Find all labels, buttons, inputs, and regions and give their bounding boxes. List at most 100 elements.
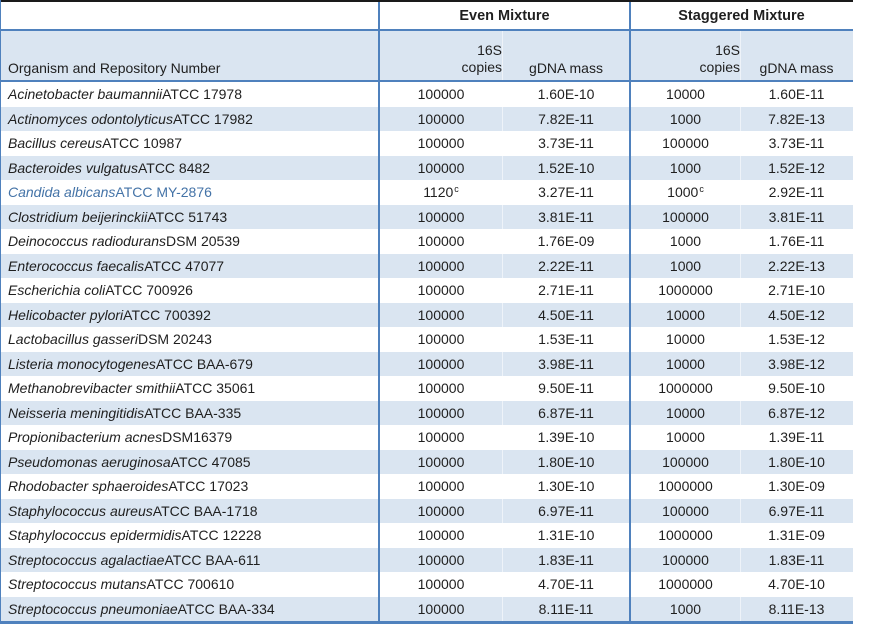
repository-number: ATCC MY-2876 bbox=[115, 184, 212, 201]
staggered-16s-copies-cell: 10000 bbox=[629, 302, 741, 327]
table-row: Deinococcus radiodurans DSM 20539 100000 1… bbox=[1, 229, 853, 254]
species-name: Deinococcus radiodurans bbox=[8, 233, 166, 250]
even-16s-copies-cell: 100000 bbox=[378, 302, 503, 327]
repository-number: ATCC 17978 bbox=[162, 86, 243, 103]
repository-number: DSM16379 bbox=[162, 429, 233, 446]
staggered-gdna-mass-cell: 3.98E-12 bbox=[768, 355, 825, 372]
organism-cell: Pseudomonas aeruginosa ATCC 47085 bbox=[1, 450, 378, 475]
staggered-gdna-mass-cell: 4.50E-12 bbox=[768, 306, 825, 323]
organism-cell: Bacillus cereus ATCC 10987 bbox=[1, 131, 378, 156]
table-row: Escherichia coli ATCC 700926 100000 2.71E-… bbox=[1, 278, 853, 303]
species-name: Staphylococcus epidermidis bbox=[8, 527, 182, 544]
even-16s-copies-cell: 100000 bbox=[378, 131, 503, 156]
even-16s-copies-cell: 100000 bbox=[378, 351, 503, 376]
even-mixture-header: Even Mixture bbox=[378, 2, 629, 29]
staggered-16s-copies-header: 16S copies bbox=[629, 31, 741, 80]
even-gdna-mass-cell: 3.81E-11 bbox=[538, 208, 594, 225]
organism-cell: Staphylococcus epidermidis ATCC 12228 bbox=[1, 523, 378, 548]
staggered-16s-copies-cell: 1000 bbox=[629, 253, 741, 278]
staggered-gdna-mass-cell: 6.97E-11 bbox=[768, 502, 825, 519]
group-header-row: Even Mixture Staggered Mixture bbox=[1, 2, 853, 29]
species-name: Acinetobacter baumannii bbox=[8, 86, 163, 103]
table-row: Acinetobacter baumannii ATCC 17978 100000… bbox=[1, 82, 853, 107]
repository-number: ATCC BAA-1718 bbox=[152, 502, 258, 519]
repository-number: ATCC 17982 bbox=[172, 110, 253, 127]
staggered-gdna-mass-cell: 8.11E-13 bbox=[768, 600, 825, 617]
organism-cell: Bacteroides vulgatus ATCC 8482 bbox=[1, 156, 378, 181]
even-16s-copies-cell: 100000 bbox=[378, 82, 503, 107]
staggered-16s-copies-cell: 100000 bbox=[629, 131, 741, 156]
repository-number: ATCC BAA-335 bbox=[144, 404, 242, 421]
staggered-gdna-mass-cell: 1.76E-11 bbox=[768, 233, 825, 250]
staggered-gdna-mass-cell: 1.53E-12 bbox=[768, 331, 825, 348]
species-name: Neisseria meningitidis bbox=[8, 404, 145, 421]
repository-number: DSM 20243 bbox=[137, 331, 212, 348]
repository-number: ATCC 10987 bbox=[102, 135, 183, 152]
organism-cell: Propionibacterium acnes DSM16379 bbox=[1, 425, 378, 450]
even-gdna-mass-cell: 1.80E-10 bbox=[537, 453, 595, 470]
even-gdna-mass-cell: 3.98E-11 bbox=[538, 355, 594, 372]
even-gdna-mass-cell: 4.50E-11 bbox=[538, 306, 594, 323]
table-row: Clostridium beijerinckii ATCC 51743 10000… bbox=[1, 204, 853, 229]
staggered-16s-copies-cell: 1000c bbox=[629, 180, 741, 205]
species-name: Streptococcus agalactiae bbox=[8, 551, 165, 568]
table-top-border bbox=[1, 0, 853, 2]
repository-number: ATCC 35061 bbox=[175, 380, 256, 397]
organism-cell: Escherichia coli ATCC 700926 bbox=[1, 278, 378, 303]
even-16s-copies-cell: 100000 bbox=[378, 155, 503, 180]
footnote-marker: c bbox=[699, 183, 704, 194]
species-name: Streptococcus mutans bbox=[8, 576, 147, 593]
even-gdna-mass-cell: 2.71E-11 bbox=[538, 282, 594, 299]
staggered-gdna-mass-cell: 1.30E-09 bbox=[768, 478, 825, 495]
staggered-gdna-mass-cell: 3.73E-11 bbox=[768, 135, 825, 152]
staggered-16s-copies-cell: 100000 bbox=[629, 498, 741, 523]
table-row: Candida albicans ATCC MY-2876 1120c 3.27E-… bbox=[1, 180, 853, 205]
even-16s-copies-cell: 1120c bbox=[378, 180, 503, 205]
even-16s-label: 16S bbox=[477, 42, 502, 58]
table-row: Streptococcus agalactiae ATCC BAA-611 100… bbox=[1, 547, 853, 572]
staggered-16s-copies-cell: 10000 bbox=[629, 425, 741, 450]
even-16s-copies-cell: 100000 bbox=[378, 596, 503, 621]
even-gdna-mass-cell: 8.11E-11 bbox=[538, 600, 594, 617]
staggered-16s-copies-cell: 100000 bbox=[629, 204, 741, 229]
even-gdna-mass-cell: 1.31E-10 bbox=[537, 527, 595, 544]
table-row: Listeria monocytogenes ATCC BAA-679 10000… bbox=[1, 351, 853, 376]
table-row: Enterococcus faecalis ATCC 47077 100000 2.… bbox=[1, 253, 853, 278]
staggered-16s-copies-cell: 100000 bbox=[629, 547, 741, 572]
repository-number: ATCC 47085 bbox=[170, 453, 251, 470]
repository-number: ATCC 700610 bbox=[146, 576, 235, 593]
even-gdna-mass-cell: 6.97E-11 bbox=[538, 502, 594, 519]
even-gdna-mass-cell: 4.70E-11 bbox=[538, 576, 594, 593]
staggered-gdna-mass-cell: 1.52E-12 bbox=[768, 159, 825, 176]
staggered-16s-copies-cell: 10000 bbox=[629, 351, 741, 376]
species-name: Helicobacter pylori bbox=[8, 306, 124, 323]
repository-number: ATCC 12228 bbox=[181, 527, 262, 544]
species-name: Escherichia coli bbox=[8, 282, 106, 299]
organism-column-header: Organism and Repository Number bbox=[8, 60, 221, 76]
repository-number: ATCC BAA-611 bbox=[164, 551, 261, 568]
even-gdna-mass-cell: 6.87E-11 bbox=[538, 404, 594, 421]
staggered-copies-label: copies bbox=[699, 59, 740, 75]
even-16s-copies-cell: 100000 bbox=[378, 474, 503, 499]
even-16s-copies-cell: 100000 bbox=[378, 278, 503, 303]
staggered-gdna-mass-cell: 9.50E-10 bbox=[768, 380, 825, 397]
even-gdna-mass-cell: 3.27E-11 bbox=[538, 184, 594, 201]
table-row: Streptococcus pneumoniae ATCC BAA-334 100… bbox=[1, 596, 853, 621]
organism-cell: Acinetobacter baumannii ATCC 17978 bbox=[1, 82, 378, 107]
even-16s-copies-cell: 100000 bbox=[378, 106, 503, 131]
staggered-gdna-mass-cell: 3.81E-11 bbox=[768, 208, 825, 225]
table-row: Helicobacter pylori ATCC 700392 100000 4.5… bbox=[1, 302, 853, 327]
even-gdna-mass-cell: 1.76E-09 bbox=[537, 233, 595, 250]
even-16s-copies-header: 16S copies bbox=[378, 31, 503, 80]
organism-cell: Lactobacillus gasseri DSM 20243 bbox=[1, 327, 378, 352]
species-name: Streptococcus pneumoniae bbox=[8, 600, 178, 617]
table-row: Staphylococcus epidermidis ATCC 12228 100… bbox=[1, 523, 853, 548]
even-16s-copies-cell: 100000 bbox=[378, 425, 503, 450]
mock-community-table: Even Mixture Staggered Mixture Organism … bbox=[0, 0, 853, 624]
organism-cell: Staphylococcus aureus ATCC BAA-1718 bbox=[1, 499, 378, 524]
repository-number: ATCC 8482 bbox=[137, 159, 211, 176]
even-16s-copies-cell: 100000 bbox=[378, 449, 503, 474]
species-name: Listeria monocytogenes bbox=[8, 355, 156, 372]
staggered-16s-copies-cell: 1000000 bbox=[629, 523, 741, 548]
species-name: Lactobacillus gasseri bbox=[8, 331, 138, 348]
